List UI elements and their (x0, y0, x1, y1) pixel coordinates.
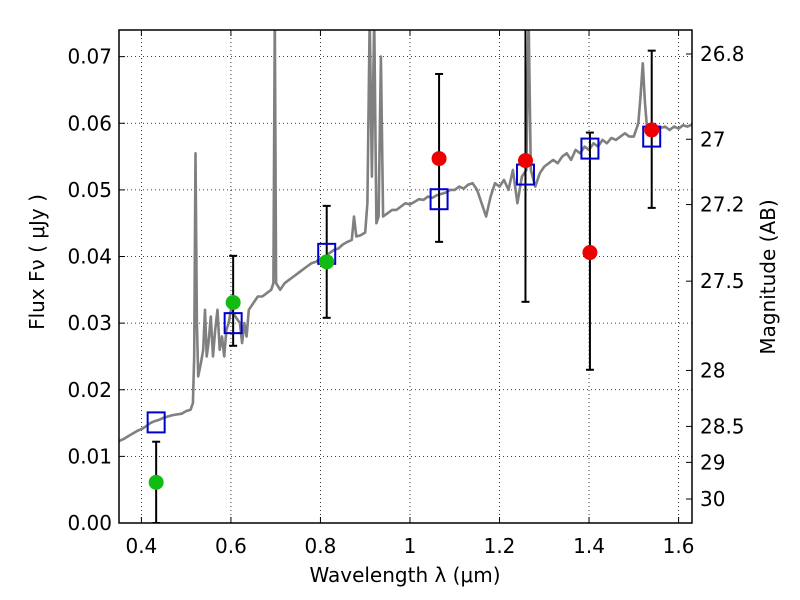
plot-frame (118, 29, 693, 524)
x-tick-label: 0.6 (215, 534, 247, 558)
y-tick-label: 0.01 (67, 444, 112, 468)
y-tick-label: 0.02 (67, 378, 112, 402)
model-photometry-square (580, 137, 600, 160)
spectrum-line (119, 30, 692, 443)
y2-tick-label: 28.5 (700, 414, 745, 438)
x-tick-label: 1.4 (573, 534, 605, 558)
y2-tick-label: 27.5 (700, 269, 745, 293)
x-tick-label: 0.4 (125, 534, 157, 558)
tick-layer: 0.4 0.6 0.8 1 1.2 1.4 1.6 0.00 0.01 0.02 0.03 0.04 0… (67, 30, 745, 558)
y2-tick-label: 26.8 (700, 42, 745, 66)
model-photometry-square (223, 312, 243, 335)
y-tick-label: 0.03 (67, 311, 112, 335)
y-tick-label: 0.00 (67, 511, 112, 535)
y2-tick-label: 29 (700, 450, 725, 474)
y2-tick-label: 27.2 (700, 193, 745, 217)
y2-tick-label: 30 (700, 487, 725, 511)
grid (119, 30, 692, 524)
y-tick-label: 0.07 (67, 45, 112, 69)
x-tick-label: 1.6 (663, 534, 695, 558)
x-axis-title: Wavelength λ (μm) (309, 563, 500, 587)
green-data-point (225, 294, 241, 310)
y2-axis-title: Magnitude (AB) (756, 199, 780, 354)
red-data-point (582, 245, 598, 261)
y-tick-label: 0.04 (67, 245, 112, 269)
errorbar-layer (152, 30, 656, 523)
y-tick-label: 0.06 (67, 111, 112, 135)
y2-tick-label: 28 (700, 358, 725, 382)
red-data-point (517, 153, 533, 169)
red-data-point (644, 122, 660, 138)
model-photometry-square (429, 188, 449, 211)
marker-layer (146, 122, 662, 490)
x-tick-label: 1.2 (484, 534, 516, 558)
model-photometry-square (146, 411, 166, 434)
spectrum-layer (119, 30, 692, 443)
y-axis-title: Flux Fν ( μJy ) (25, 194, 49, 330)
y2-tick-label: 27 (700, 127, 725, 151)
green-data-point (319, 254, 335, 270)
y-tick-label: 0.05 (67, 178, 112, 202)
x-tick-label: 0.8 (305, 534, 337, 558)
x-tick-label: 1 (404, 534, 417, 558)
green-data-point (148, 474, 164, 490)
red-data-point (431, 151, 447, 167)
